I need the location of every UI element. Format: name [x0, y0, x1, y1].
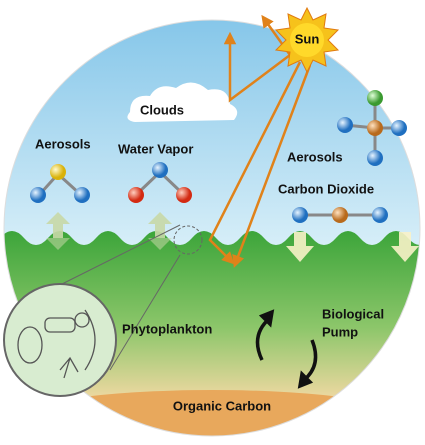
- aerosols-label: Aerosols: [287, 149, 343, 164]
- biological-pump-label: Pump: [322, 324, 358, 339]
- organic-carbon-label: Organic Carbon: [173, 398, 271, 413]
- water-vapor-label: Water Vapor: [118, 141, 193, 156]
- sun-label: Sun: [295, 31, 320, 46]
- clouds-label: Clouds: [140, 102, 184, 117]
- biological-pump-label: Biological: [322, 306, 384, 321]
- phytoplankton-label: Phytoplankton: [122, 321, 212, 336]
- carbon-dioxide-label: Carbon Dioxide: [278, 181, 374, 196]
- diagram: Sun Clouds Aerosols Water Vapor Aerosols…: [0, 0, 425, 445]
- aerosols-label: Aerosols: [35, 136, 91, 151]
